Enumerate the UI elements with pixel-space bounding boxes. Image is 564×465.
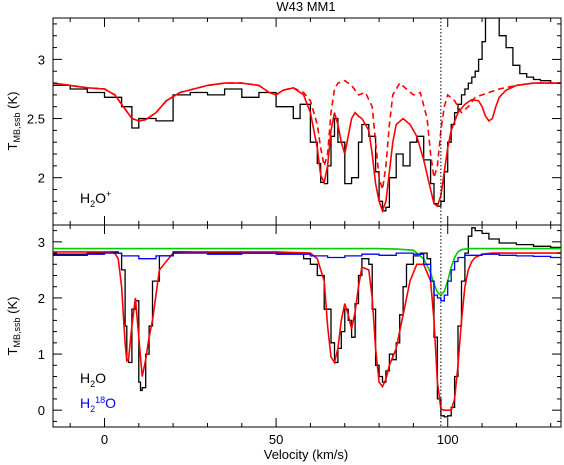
series-bottom-observed-step — [53, 227, 561, 418]
top-species-tail: O — [95, 190, 106, 206]
bottom-species-label-h218o: H218O — [80, 395, 116, 414]
h2o-sub: 2 — [90, 379, 95, 389]
top-ylabel-sub: MB,ssb — [12, 112, 22, 142]
panel-top-frame — [52, 17, 562, 226]
bottom-y-tick-labels: 0 1 2 3 — [38, 235, 45, 418]
x-tick-label: 0 — [101, 432, 108, 447]
y-tick-label-bottom: 2 — [38, 291, 45, 306]
h218o-sup: 18 — [95, 395, 105, 405]
y-tick-label-top: 2 — [38, 171, 45, 186]
panel-bottom-frame — [52, 224, 562, 428]
top-y-tick-labels: 22.53 — [27, 52, 45, 185]
h218o-tail: O — [105, 395, 116, 411]
h218o-main: H — [80, 395, 90, 411]
y-tick-label-top: 2.5 — [27, 112, 45, 127]
chart-title: W43 MM1 — [276, 0, 335, 14]
x-tick-label: 50 — [269, 432, 283, 447]
panel-top-h2o-plus: 22.53 TMB,ssb (K) H2O+ — [5, 17, 562, 226]
series-top-observed-step — [53, 18, 561, 212]
bottom-ylabel-unit: (K) — [5, 297, 20, 318]
bottom-ticks-group — [53, 225, 561, 427]
series-bottom-model-solid — [53, 251, 561, 411]
bottom-ylabel-sub: MB,ssb — [12, 317, 22, 347]
y-tick-label-bottom: 0 — [38, 403, 45, 418]
x-tick-label: 100 — [437, 432, 459, 447]
h2o-main: H — [80, 370, 90, 386]
x-axis-title: Velocity (km/s) — [264, 447, 349, 462]
top-ylabel-main: T — [5, 142, 20, 150]
top-species-label: H2O+ — [80, 189, 111, 209]
y-tick-label-top: 3 — [38, 52, 45, 67]
h2o-tail: O — [95, 370, 106, 386]
top-species-sub: 2 — [90, 199, 95, 209]
top-series-group — [53, 18, 561, 225]
h218o-sub: 2 — [90, 404, 95, 414]
top-ticks-group — [53, 18, 561, 226]
top-y-axis-title: TMB,ssb (K) — [5, 92, 22, 151]
top-species-main: H — [80, 190, 90, 206]
y-tick-label-bottom: 3 — [38, 235, 45, 250]
bottom-x-tick-labels: 0 50 100 — [101, 432, 459, 447]
bottom-species-label-h2o: H2O — [80, 370, 106, 389]
bottom-y-axis-title: TMB,ssb (K) — [5, 297, 22, 356]
bottom-series-group — [53, 225, 561, 427]
top-species-sup: + — [106, 189, 111, 199]
series-bottom-observed-blue — [53, 252, 561, 302]
series-top-model-dashed — [53, 79, 561, 190]
series-top-model-solid — [53, 82, 561, 214]
top-ylabel-unit: (K) — [5, 92, 20, 113]
y-tick-label-bottom: 1 — [38, 347, 45, 362]
bottom-ylabel-main: T — [5, 347, 20, 355]
